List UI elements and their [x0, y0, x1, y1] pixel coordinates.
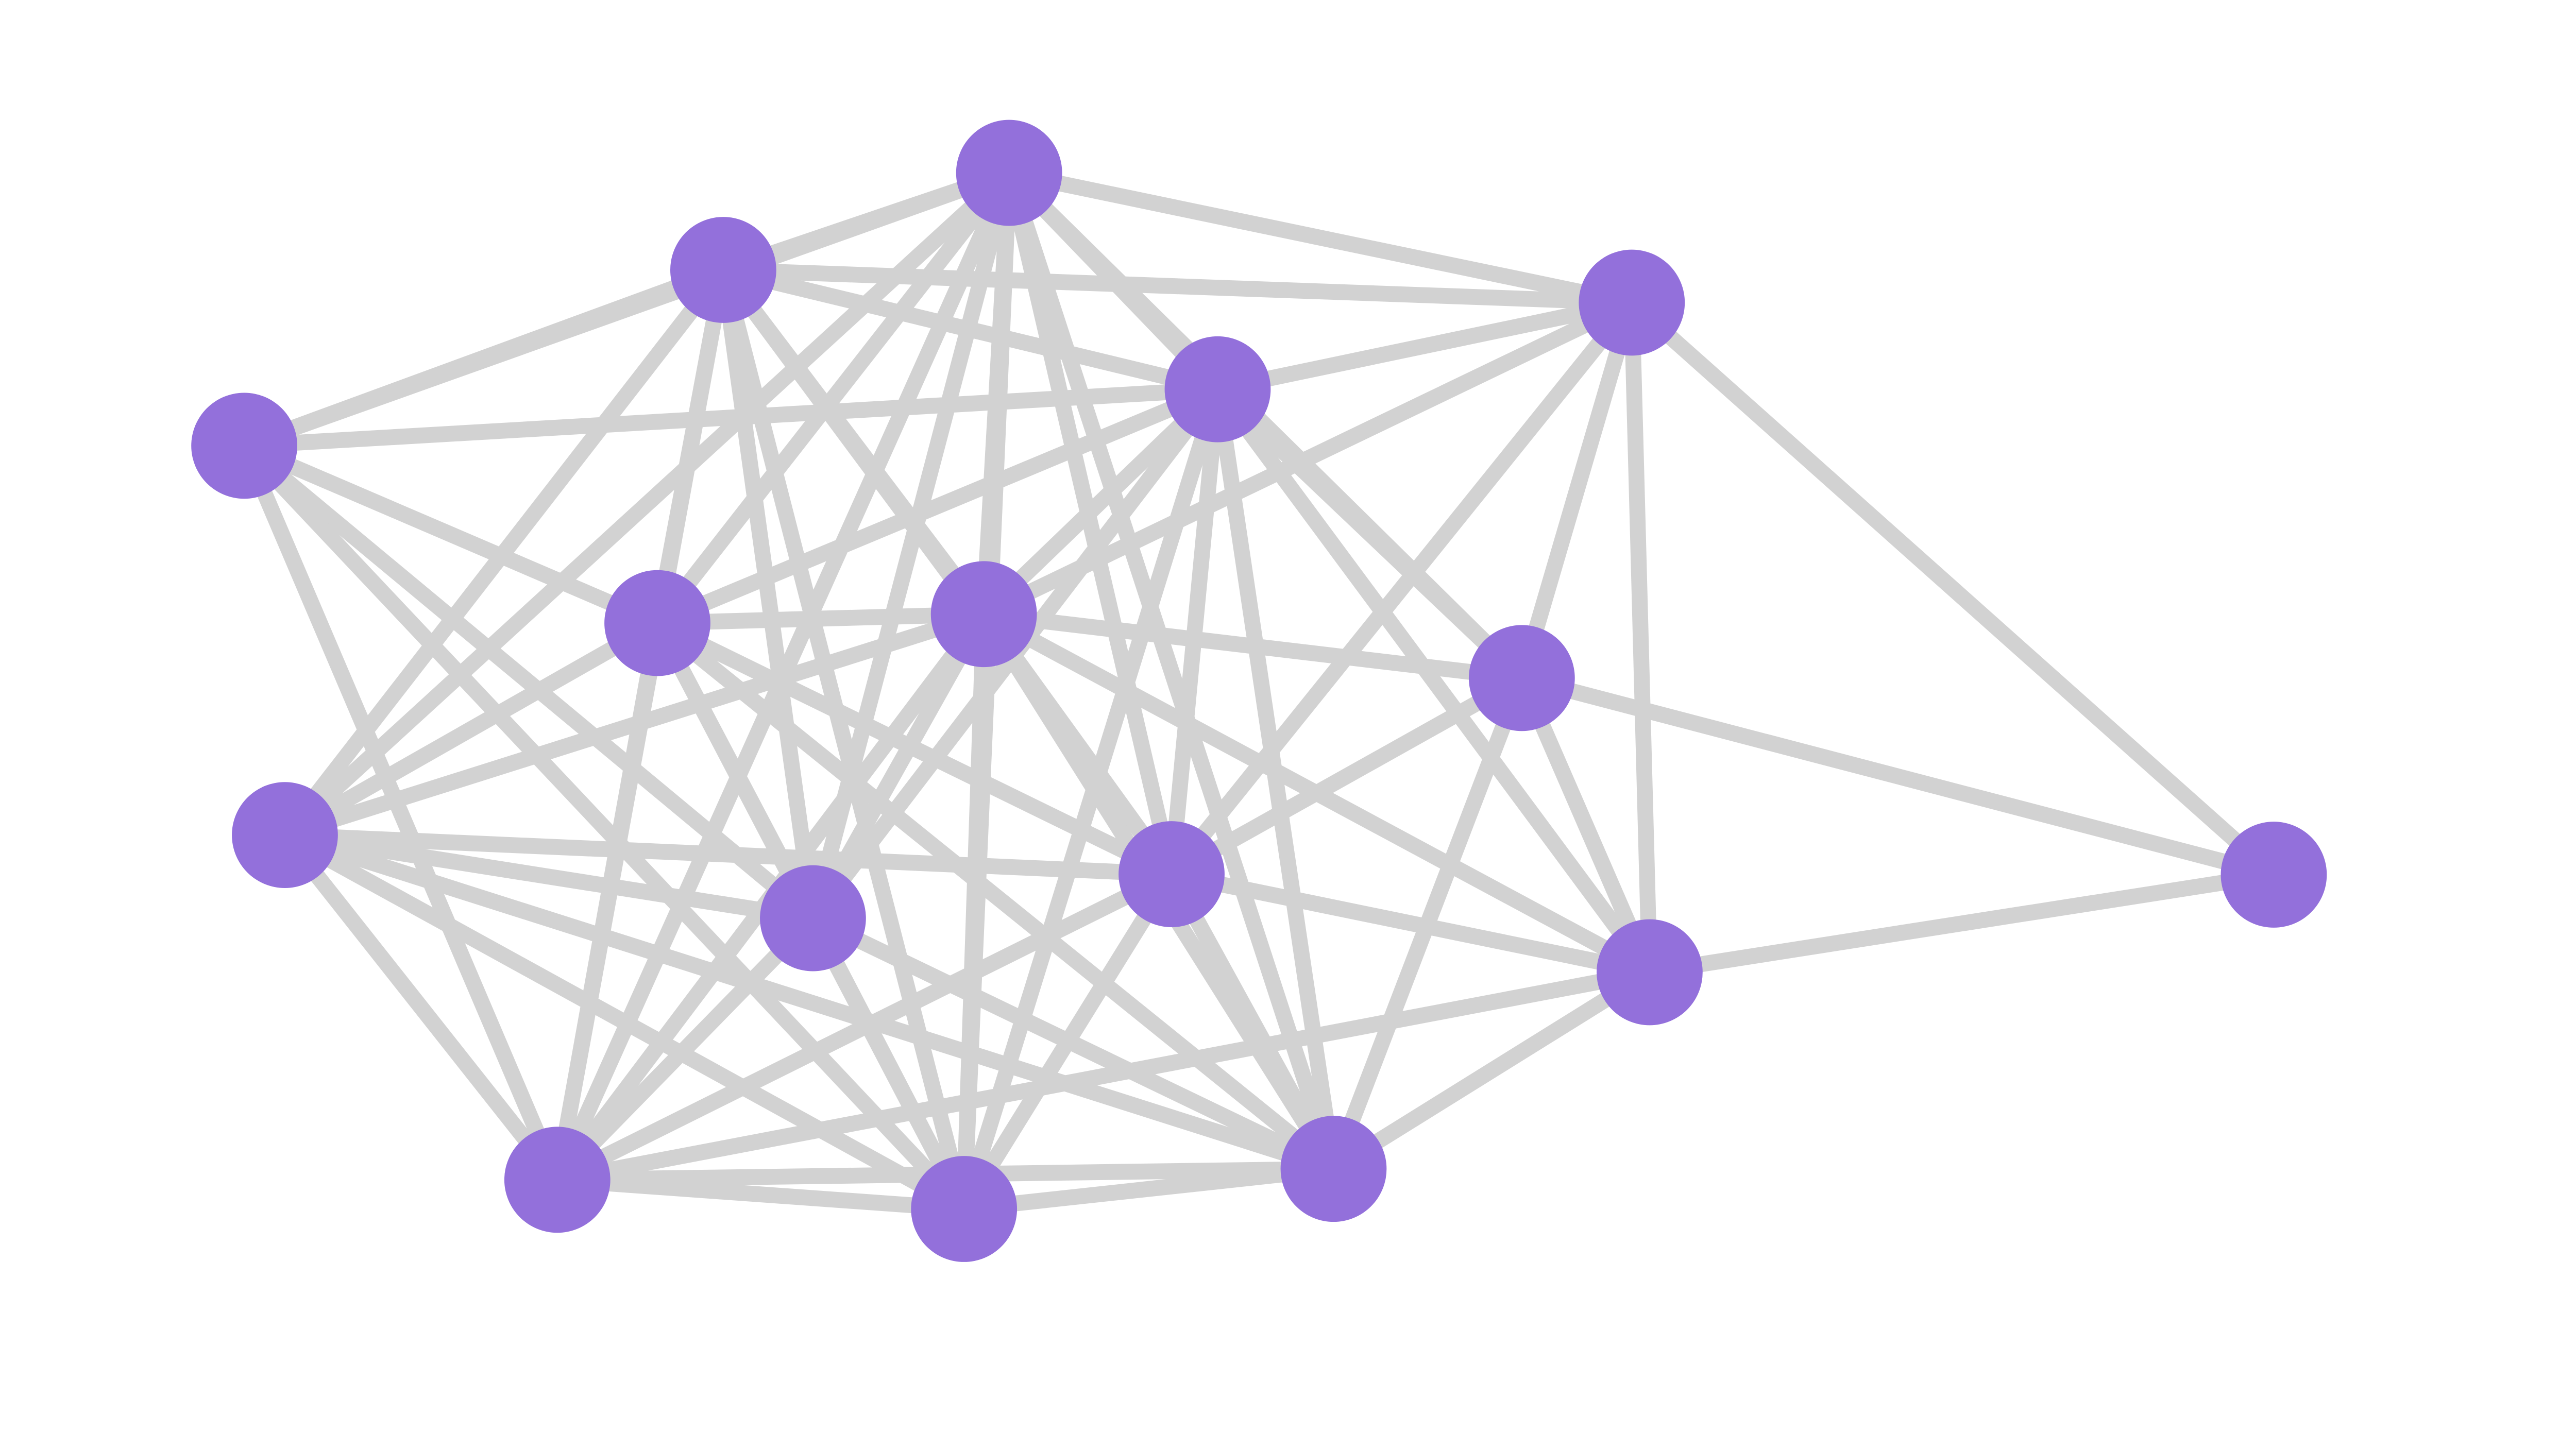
graph-edge-3-6 — [978, 383, 1224, 620]
graph-edge-14-15 — [963, 1161, 1335, 1217]
graph-edge-0-9 — [1001, 171, 1180, 876]
edge-layer — [236, 165, 2279, 1217]
graph-edge-6-7 — [982, 606, 1523, 686]
graph-edge-6-8 — [282, 606, 987, 843]
graph-edge-8-15 — [282, 827, 1336, 1177]
graph-edge-4-12 — [1626, 296, 2279, 881]
graph-edge-2-5 — [241, 438, 661, 630]
graph-node-3 — [1164, 336, 1271, 442]
graph-edge-9-11 — [1170, 866, 1651, 980]
graph-node-12 — [2221, 822, 2327, 928]
graph-edge-2-14 — [238, 440, 970, 1215]
graph-edge-4-11 — [1623, 302, 1658, 973]
graph-edge-10-13 — [551, 912, 819, 1186]
graph-edge-10-14 — [806, 914, 971, 1213]
graph-edge-2-13 — [236, 442, 565, 1183]
graph-edge-2-3 — [244, 381, 1218, 454]
graph-edge-10-15 — [809, 911, 1337, 1177]
graph-edge-0-15 — [1002, 170, 1342, 1171]
graph-edge-8-13 — [278, 830, 564, 1185]
graph-edge-1-14 — [715, 268, 972, 1211]
graph-edge-1-3 — [721, 262, 1220, 397]
graph-node-13 — [504, 1127, 611, 1233]
graph-edge-3-5 — [654, 382, 1221, 630]
graph-edge-9-15 — [1164, 870, 1341, 1173]
graph-edge-4-7 — [1514, 300, 1640, 680]
network-graph-figure — [191, 120, 2327, 1262]
graph-edge-1-10 — [715, 268, 821, 919]
node-layer — [191, 120, 2327, 1262]
graph-edge-11-12 — [1648, 866, 2275, 980]
graph-node-8 — [232, 782, 338, 888]
graph-edge-2-10 — [239, 439, 818, 925]
graph-edge-3-11 — [1211, 384, 1656, 977]
graph-edge-8-10 — [283, 827, 815, 926]
graph-edge-3-7 — [1212, 383, 1528, 684]
graph-edge-8-14 — [281, 828, 968, 1216]
graph-edge-5-15 — [652, 617, 1339, 1175]
graph-node-9 — [1118, 821, 1225, 927]
graph-node-14 — [911, 1156, 1018, 1262]
graph-edge-11-13 — [555, 964, 1651, 1188]
graph-edge-8-9 — [284, 827, 1172, 882]
graph-edge-5-8 — [281, 616, 662, 842]
graph-node-4 — [1579, 249, 1685, 356]
graph-edge-1-4 — [723, 262, 1632, 311]
graph-edge-5-6 — [657, 606, 985, 631]
graph-node-15 — [1280, 1116, 1387, 1222]
graph-edge-3-4 — [1216, 295, 1634, 397]
graph-node-7 — [1468, 625, 1575, 731]
graph-canvas — [191, 120, 2327, 1262]
graph-node-6 — [930, 561, 1037, 668]
graph-edge-11-15 — [1329, 965, 1654, 1176]
graph-edge-0-5 — [651, 168, 1015, 628]
graph-node-1 — [670, 217, 776, 323]
graph-edge-7-9 — [1167, 671, 1526, 881]
graph-node-2 — [191, 393, 297, 499]
graph-edge-7-11 — [1514, 675, 1657, 976]
graph-node-5 — [604, 570, 710, 676]
graph-node-11 — [1597, 919, 1703, 1026]
graph-node-0 — [956, 120, 1062, 226]
graph-edge-0-4 — [1007, 165, 1634, 311]
graph-edge-7-12 — [1519, 670, 2276, 882]
graph-node-10 — [760, 865, 866, 971]
graph-edge-4-9 — [1165, 297, 1638, 879]
graph-edge-4-6 — [980, 295, 1635, 622]
graph-edge-6-14 — [956, 613, 992, 1209]
graph-edge-1-2 — [241, 262, 726, 453]
